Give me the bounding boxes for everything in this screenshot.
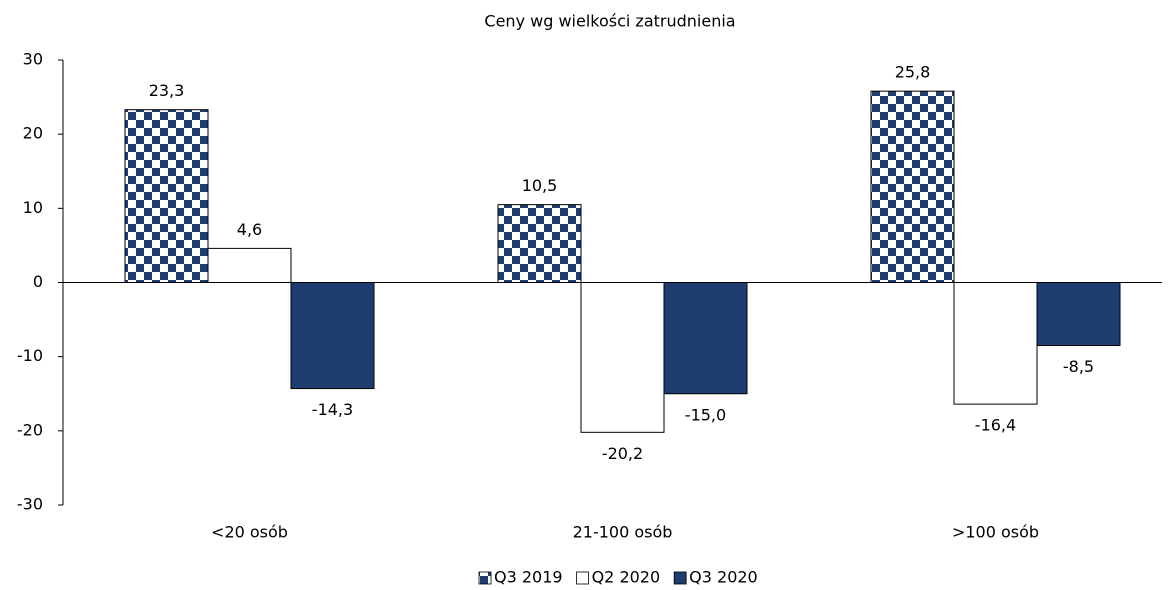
legend-swatch (673, 571, 687, 585)
legend-label: Q2 2020 (592, 568, 661, 587)
legend-swatch (576, 571, 589, 585)
value-label: -14,3 (312, 400, 353, 419)
chart-title: Ceny wg wielkości zatrudnienia (484, 12, 735, 31)
y-tick-label: 30 (23, 50, 43, 69)
value-label: 10,5 (522, 176, 558, 195)
bar (497, 204, 582, 283)
bar (290, 282, 375, 390)
y-tick-label: 10 (23, 198, 43, 217)
bar (207, 247, 292, 283)
x-tick-label: 21-100 osób (573, 523, 673, 542)
value-label: -16,4 (975, 416, 1016, 435)
value-label: -15,0 (685, 405, 726, 424)
value-label: 23,3 (149, 81, 185, 100)
bar (953, 282, 1038, 405)
x-tick-label: <20 osób (211, 523, 288, 542)
y-tick-label: 20 (23, 124, 43, 143)
legend-label: Q3 2019 (494, 568, 563, 587)
legend-label: Q3 2020 (689, 568, 758, 587)
y-tick-label: 0 (33, 272, 43, 291)
value-label: -20,2 (602, 444, 643, 463)
bar (663, 282, 748, 395)
bar (1036, 282, 1121, 347)
bar (124, 109, 209, 283)
y-tick-label: -20 (17, 420, 43, 439)
y-tick-label: -10 (17, 346, 43, 365)
legend-swatch (478, 571, 492, 585)
value-label: 4,6 (237, 220, 262, 239)
value-label: -8,5 (1063, 357, 1094, 376)
x-tick-label: >100 osób (952, 523, 1039, 542)
bar (870, 90, 955, 284)
value-label: 25,8 (895, 63, 931, 82)
y-tick-label: -30 (17, 495, 43, 514)
bar (580, 282, 665, 433)
